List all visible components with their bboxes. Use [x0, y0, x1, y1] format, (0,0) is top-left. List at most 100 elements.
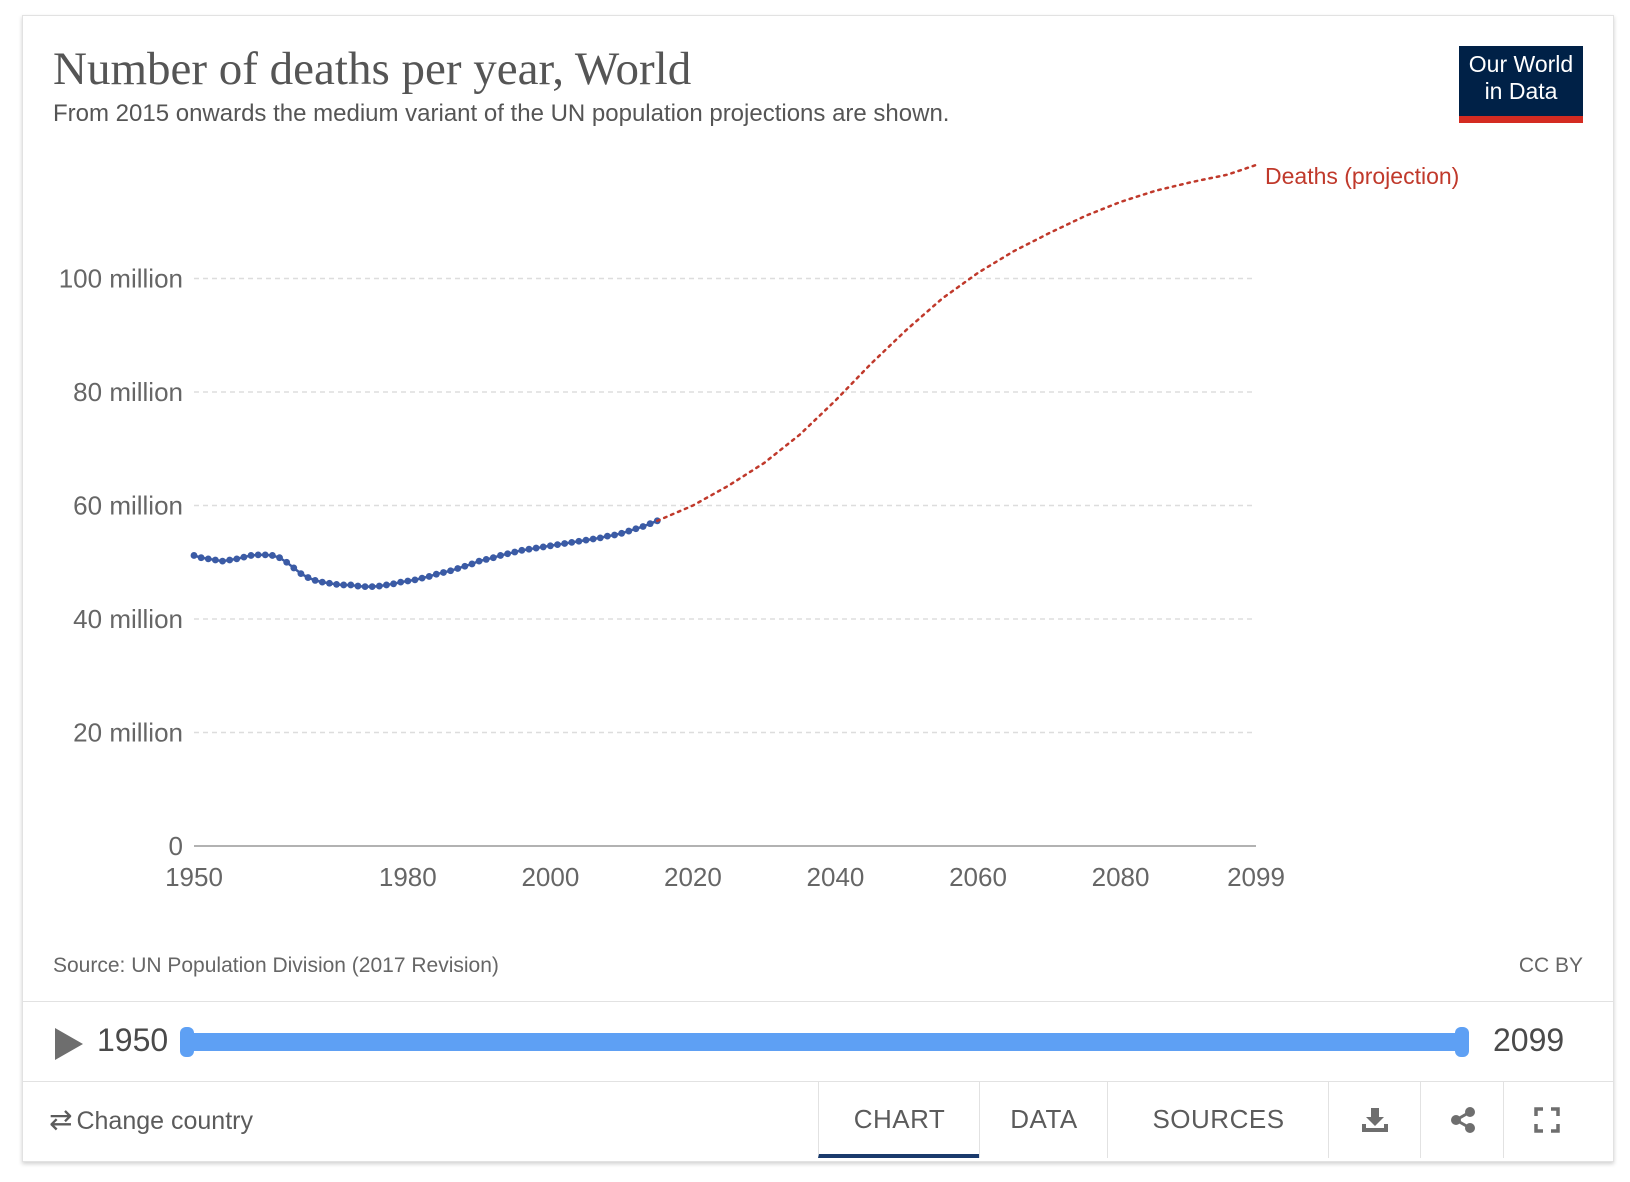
x-tick-label: 2099: [1227, 862, 1285, 892]
y-tick-label: 20 million: [73, 718, 183, 748]
historical-data-point: [397, 578, 405, 586]
swap-arrows-icon: ⇄: [49, 1104, 73, 1135]
historical-data-point: [390, 580, 397, 588]
download-button[interactable]: [1328, 1081, 1421, 1158]
fullscreen-button[interactable]: [1503, 1081, 1589, 1158]
y-tick-label: 40 million: [73, 604, 183, 634]
series-marks: Deaths (projection): [190, 163, 1459, 591]
projection-series-label: Deaths (projection): [1265, 163, 1459, 189]
historical-data-point: [554, 541, 561, 549]
y-tick-label: 0: [169, 831, 183, 861]
historical-data-point: [240, 553, 248, 561]
logo-line-1: Our World: [1468, 51, 1574, 77]
historical-data-point: [404, 577, 412, 585]
historical-data-point: [575, 537, 583, 545]
share-button[interactable]: [1420, 1081, 1504, 1158]
play-icon[interactable]: [55, 1028, 83, 1060]
historical-data-point: [425, 573, 433, 580]
historical-data-point: [611, 531, 618, 539]
x-tick-label: 2020: [664, 862, 722, 892]
historical-data-point: [318, 578, 326, 586]
historical-data-point: [418, 574, 426, 582]
historical-data-point: [197, 554, 205, 562]
historical-data-point: [596, 534, 604, 542]
historical-data-point: [603, 532, 611, 540]
historical-data-point: [589, 535, 597, 543]
source-note[interactable]: Source: UN Population Division (2017 Rev…: [53, 954, 499, 977]
tab-data[interactable]: DATA: [979, 1081, 1108, 1158]
historical-data-point: [276, 554, 283, 562]
y-tick-label: 100 million: [59, 264, 183, 294]
chart-title: Number of deaths per year, World: [53, 43, 692, 95]
tab-chart[interactable]: CHART: [818, 1081, 980, 1158]
historical-data-point: [447, 567, 454, 575]
historical-data-point: [375, 582, 383, 590]
grid-lines: [194, 277, 1256, 847]
x-tick-label: 2040: [807, 862, 865, 892]
timeline: 1950 2099: [23, 1001, 1613, 1082]
historical-data-point: [454, 565, 462, 572]
chart-footer: ⇄ Change country CHART DATA SOURCES: [23, 1081, 1613, 1161]
historical-data-point: [440, 569, 447, 576]
historical-data-point: [568, 538, 576, 546]
historical-data-point: [475, 557, 483, 565]
license-link[interactable]: CC BY: [1518, 954, 1583, 977]
owid-logo[interactable]: Our World in Data: [1459, 46, 1583, 123]
historical-data-point: [504, 550, 512, 558]
historical-data-point: [347, 581, 355, 589]
historical-data-point: [326, 579, 333, 587]
historical-data-point: [646, 520, 654, 528]
historical-data-point: [333, 580, 340, 588]
historical-data-point: [518, 546, 526, 554]
historical-data-point: [532, 544, 540, 552]
projection-series-line: [656, 163, 1258, 523]
timeline-start-label: 1950: [97, 1022, 169, 1058]
historical-data-point: [304, 574, 312, 581]
historical-data-point: [219, 557, 226, 565]
logo-line-2: in Data: [1484, 78, 1558, 104]
x-tick-label: 2060: [949, 862, 1007, 892]
historical-data-point: [432, 570, 440, 578]
fullscreen-icon: [1533, 1106, 1560, 1133]
change-country-button[interactable]: ⇄ Change country: [49, 1103, 253, 1136]
y-tick-label: 60 million: [73, 491, 183, 521]
timeline-track[interactable]: [183, 1033, 1465, 1051]
historical-data-point: [582, 536, 590, 544]
historical-data-point: [311, 577, 319, 584]
x-tick-label: 1980: [379, 862, 437, 892]
historical-data-point: [639, 523, 647, 530]
chart-subtitle: From 2015 onwards the medium variant of …: [53, 100, 950, 127]
historical-data-point: [211, 556, 219, 564]
historical-data-point: [261, 551, 269, 559]
historical-data-point: [368, 583, 376, 591]
historical-data-point: [546, 542, 554, 550]
historical-data-point: [468, 560, 476, 568]
historical-data-point: [354, 582, 362, 590]
x-tick-label: 1950: [165, 862, 223, 892]
historical-data-point: [297, 570, 305, 577]
historical-data-point: [561, 540, 569, 547]
share-icon: [1450, 1106, 1475, 1133]
historical-data-point: [361, 583, 369, 591]
historical-data-point: [497, 552, 504, 559]
historical-data-point: [632, 525, 640, 533]
timeline-start-handle[interactable]: [180, 1027, 194, 1057]
historical-data-point: [511, 548, 519, 556]
historical-data-point: [383, 581, 390, 589]
historical-data-point: [489, 554, 497, 562]
historical-data-point: [340, 581, 348, 589]
historical-data-point: [539, 543, 547, 551]
historical-data-point: [190, 552, 198, 559]
historical-data-point: [254, 551, 262, 559]
download-icon: [1362, 1107, 1388, 1132]
x-axis-labels: 1950 1980 2000 2020 2040 2060 2080 2099: [165, 862, 1285, 892]
tab-sources[interactable]: SOURCES: [1107, 1081, 1329, 1158]
chart-card: Number of deaths per year, World From 20…: [22, 15, 1614, 1162]
historical-data-point: [625, 527, 633, 535]
historical-data-point: [461, 562, 469, 570]
y-axis-labels: 0 20 million 40 million 60 million 80 millio…: [59, 264, 183, 862]
historical-data-point: [226, 556, 234, 564]
timeline-end-handle[interactable]: [1455, 1027, 1469, 1057]
line-chart: 0 20 million 40 million 60 million 80 millio…: [59, 163, 1460, 892]
historical-data-point: [411, 576, 419, 584]
